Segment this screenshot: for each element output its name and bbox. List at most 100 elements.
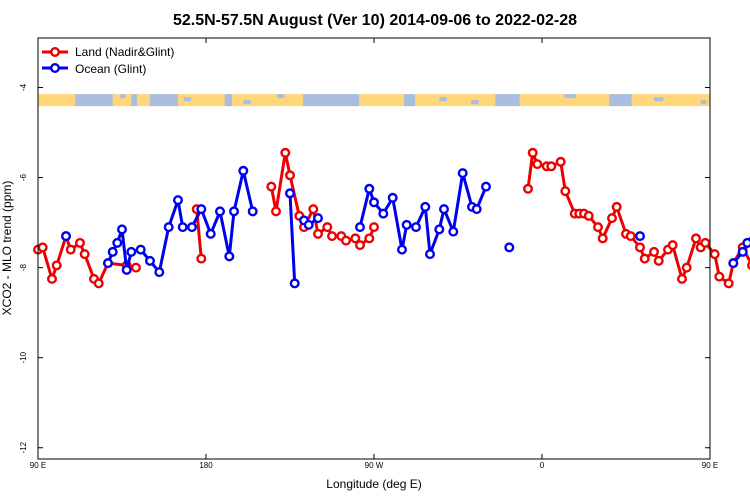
land-point-3 [51, 260, 62, 271]
ocean-point-18 [228, 206, 239, 217]
land-point-41 [583, 210, 594, 221]
strip-ocean-4 [224, 94, 233, 107]
x-tick-label-4: 90 E [702, 461, 718, 470]
ocean-point-29 [378, 208, 389, 219]
land-point-55 [681, 262, 692, 273]
ocean-point-46 [737, 246, 748, 257]
land-point-16 [271, 206, 282, 217]
ocean-point-0 [61, 231, 72, 242]
axis-ticks: 90 E 180 90 W 0 90 E -4 -6 -8 -10 -12 [19, 38, 718, 470]
ocean-point-3 [112, 237, 123, 248]
ocean-point-45 [728, 258, 739, 269]
x-tick-label-0: 90 E [30, 461, 46, 470]
strip-fleck-0 [120, 94, 126, 99]
strip-land-band [38, 94, 710, 107]
ocean-point-2 [107, 246, 118, 257]
strip-fleck-2 [243, 100, 251, 105]
chart-title: 52.5N-57.5N August (Ver 10) 2014-09-06 t… [173, 12, 577, 29]
ocean-point-20 [247, 206, 258, 217]
ocean-point-1 [102, 258, 113, 269]
ocean-point-34 [420, 201, 431, 212]
ocean-point-22 [289, 278, 300, 289]
ocean-point-41 [471, 204, 482, 215]
land-point-59 [709, 249, 720, 260]
strip-fleck-4 [439, 97, 447, 102]
land-point-2 [47, 273, 58, 284]
ocean-line-segment-2 [288, 193, 297, 284]
ocean-point-9 [154, 267, 165, 278]
land-point-24 [327, 231, 338, 242]
land-point-27 [350, 233, 361, 244]
ocean-point-33 [411, 222, 422, 233]
strip-fleck-3 [276, 94, 285, 99]
ocean-point-4 [116, 224, 127, 235]
ocean-line-segment-1 [106, 169, 255, 274]
ocean-point-27 [364, 183, 375, 194]
land-point-51 [653, 255, 664, 266]
land-point-47 [625, 231, 636, 242]
ocean-point-38 [448, 226, 459, 237]
ocean-point-5 [121, 264, 132, 275]
ocean-point-11 [172, 195, 183, 206]
ocean-point-13 [186, 222, 197, 233]
ocean-point-37 [439, 204, 450, 215]
land-point-12 [130, 262, 141, 273]
ocean-point-8 [144, 255, 155, 266]
land-point-21 [308, 204, 319, 215]
strip-ocean-1 [79, 94, 113, 107]
strip-fleck-1 [183, 97, 192, 102]
strip-fleck-7 [654, 97, 664, 102]
ocean-point-12 [177, 222, 188, 233]
ocean-point-16 [214, 206, 225, 217]
ocean-point-31 [397, 244, 408, 255]
ocean-point-21 [285, 188, 296, 199]
land-point-45 [611, 201, 622, 212]
land-point-44 [607, 213, 618, 224]
strip-ocean-0 [75, 94, 80, 107]
land-point-28 [355, 240, 366, 251]
y-tick-label-0: -4 [19, 83, 28, 91]
land-point-1 [37, 242, 48, 253]
ocean-point-44 [635, 231, 646, 242]
land-point-29 [364, 233, 375, 244]
ocean-point-19 [238, 165, 249, 176]
series-layer [33, 147, 750, 289]
land-point-58 [700, 237, 711, 248]
ocean-point-42 [481, 181, 492, 192]
x-tick-label-1: 180 [199, 461, 213, 470]
ocean-point-15 [205, 228, 216, 239]
land-point-6 [74, 237, 85, 248]
y-axis-label: XCO2 - MLO trend (ppm) [0, 181, 14, 316]
legend-ocean-label: Ocean (Glint) [75, 62, 146, 76]
x-axis-label: Longitude (deg E) [326, 477, 421, 491]
strip-ocean-6 [403, 94, 416, 107]
strip-ocean-5 [303, 94, 360, 107]
y-tick-label-4: -12 [19, 441, 28, 453]
land-point-18 [285, 170, 296, 181]
ocean-point-7 [135, 244, 146, 255]
ocean-point-30 [387, 192, 398, 203]
y-tick-label-3: -10 [19, 351, 28, 363]
strip-fleck-6 [564, 94, 576, 99]
ocean-point-39 [457, 168, 468, 179]
ocean-point-6 [126, 246, 137, 257]
land-point-50 [649, 246, 660, 257]
strip-ocean-3 [150, 94, 178, 107]
legend-ocean-marker [50, 62, 61, 73]
ocean-point-47 [742, 237, 750, 248]
land-point-17 [280, 147, 291, 158]
land-point-5 [65, 244, 76, 255]
land-point-7 [79, 249, 90, 260]
ocean-point-10 [163, 222, 174, 233]
ocean-point-26 [355, 222, 366, 233]
strip-fleck-5 [471, 100, 479, 105]
strip-ocean-2 [131, 94, 137, 107]
land-point-26 [341, 235, 352, 246]
land-point-60 [714, 271, 725, 282]
land-point-43 [597, 233, 608, 244]
ocean-point-24 [303, 219, 314, 230]
strip-ocean-8 [609, 94, 632, 107]
plot-frame [37, 37, 711, 460]
land-sea-strip [38, 94, 710, 107]
